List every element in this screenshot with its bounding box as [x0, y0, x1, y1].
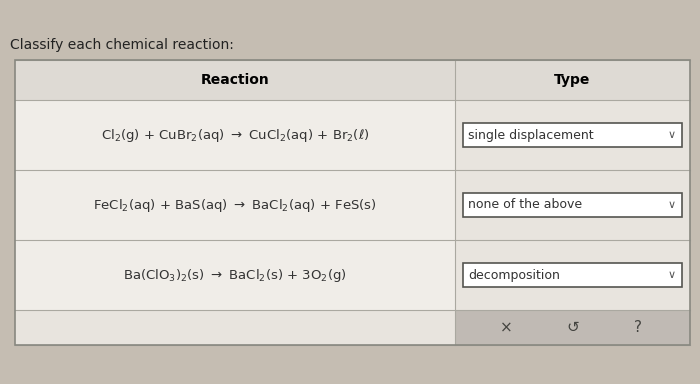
- Text: Reaction: Reaction: [201, 73, 270, 87]
- Bar: [463, 263, 682, 287]
- Text: ↺: ↺: [566, 320, 579, 335]
- Bar: [15, 60, 690, 345]
- Text: ∨: ∨: [668, 200, 676, 210]
- Text: ∨: ∨: [668, 270, 676, 280]
- Text: decomposition: decomposition: [468, 268, 560, 281]
- Bar: [455, 100, 690, 310]
- Text: ∨: ∨: [668, 130, 676, 140]
- Bar: [463, 193, 682, 217]
- Text: ×: ×: [500, 320, 513, 335]
- Bar: [463, 123, 682, 147]
- Bar: [15, 310, 455, 345]
- Text: none of the above: none of the above: [468, 199, 582, 212]
- Text: Cl$_2$(g) + CuBr$_2$(aq) $\rightarrow$ CuCl$_2$(aq) + Br$_2$($\ell$): Cl$_2$(g) + CuBr$_2$(aq) $\rightarrow$ C…: [101, 126, 370, 144]
- Bar: [455, 310, 690, 345]
- Text: Ba(ClO$_3$)$_2$(s) $\rightarrow$ BaCl$_2$(s) + 3O$_2$(g): Ba(ClO$_3$)$_2$(s) $\rightarrow$ BaCl$_2…: [123, 266, 346, 283]
- Text: single displacement: single displacement: [468, 129, 594, 141]
- Bar: [15, 60, 690, 100]
- Text: FeCl$_2$(aq) + BaS(aq) $\rightarrow$ BaCl$_2$(aq) + FeS(s): FeCl$_2$(aq) + BaS(aq) $\rightarrow$ BaC…: [93, 197, 377, 214]
- Text: Classify each chemical reaction:: Classify each chemical reaction:: [10, 38, 234, 52]
- Text: ?: ?: [634, 320, 643, 335]
- Bar: [15, 60, 690, 345]
- Text: Type: Type: [554, 73, 591, 87]
